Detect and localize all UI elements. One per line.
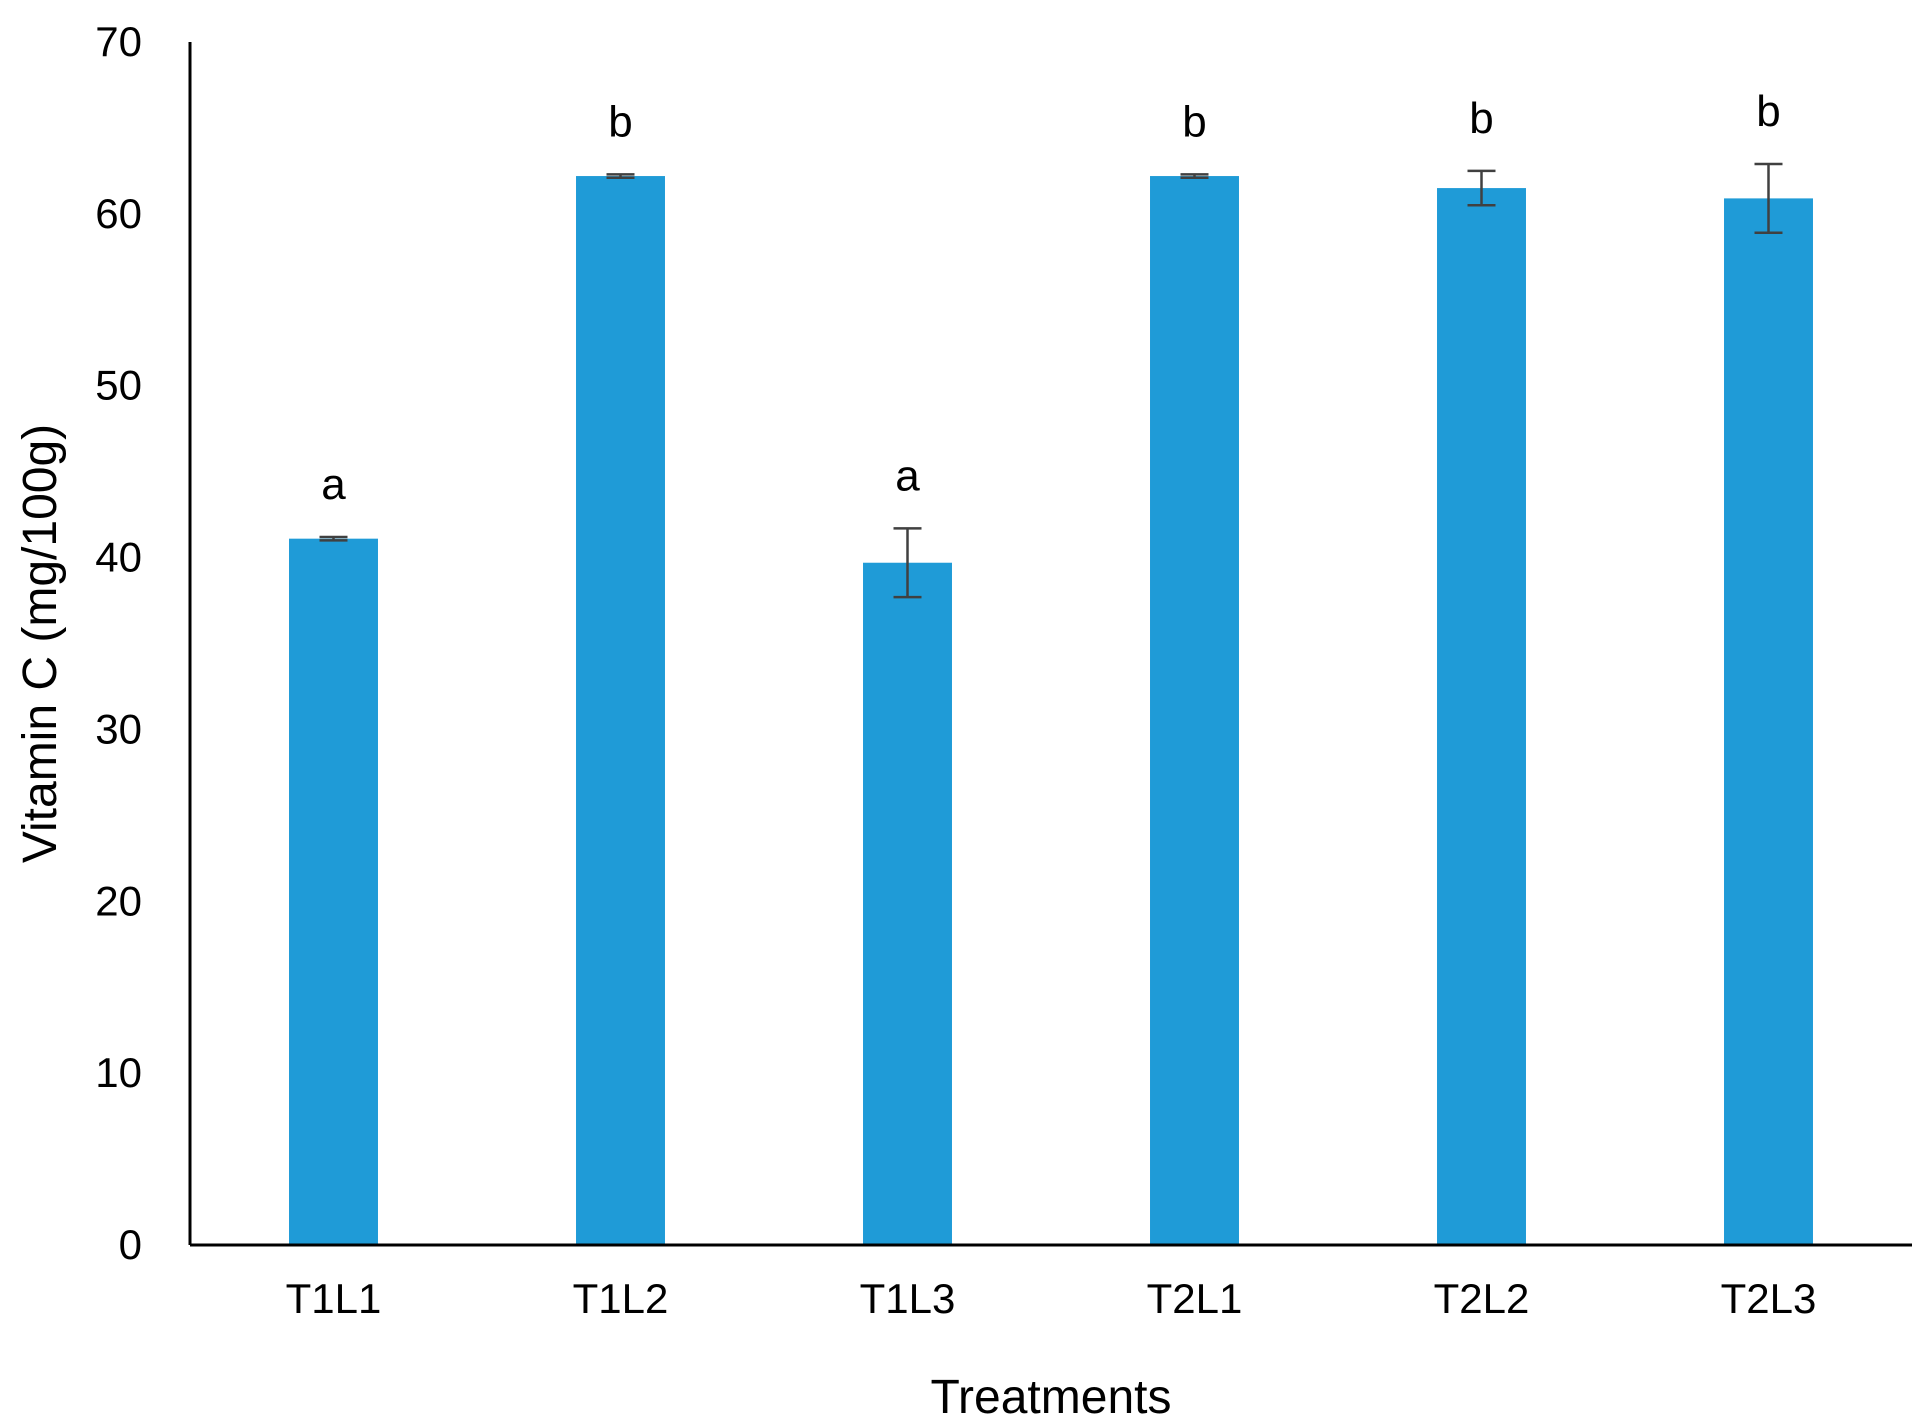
bar-t2l2 [1437, 188, 1526, 1245]
x-tick-label-t1l2: T1L2 [573, 1275, 669, 1322]
bar-t2l1 [1150, 176, 1239, 1245]
y-tick-label-10: 10 [95, 1049, 142, 1096]
significance-label-t2l3: b [1756, 87, 1780, 136]
y-tick-label-30: 30 [95, 705, 142, 752]
significance-label-t1l3: a [895, 451, 920, 500]
y-tick-label-0: 0 [119, 1221, 142, 1268]
bar-t1l1 [289, 538, 378, 1245]
y-axis-title: Vitamin C (mg/100g) [14, 424, 67, 863]
y-tick-label-60: 60 [95, 190, 142, 237]
x-tick-label-t2l3: T2L3 [1721, 1275, 1817, 1322]
significance-labels-group: a b a b b b [321, 87, 1780, 509]
x-tick-label-t1l1: T1L1 [286, 1275, 382, 1322]
bars-group [289, 176, 1813, 1245]
error-bars-group [319, 162, 1783, 599]
significance-label-t1l1: a [321, 460, 346, 509]
axes-group [188, 42, 1912, 1247]
y-tick-labels-group: 0 10 20 30 40 50 60 70 [95, 18, 142, 1268]
bar-t1l3 [863, 562, 952, 1245]
bar-t2l3 [1724, 198, 1813, 1245]
significance-label-t2l2: b [1469, 94, 1493, 143]
bar-t1l2 [576, 176, 665, 1245]
y-tick-label-40: 40 [95, 534, 142, 581]
y-tick-label-50: 50 [95, 362, 142, 409]
significance-label-t1l2: b [608, 97, 632, 146]
x-tick-label-t2l2: T2L2 [1434, 1275, 1530, 1322]
significance-label-t2l1: b [1182, 97, 1206, 146]
y-tick-label-20: 20 [95, 877, 142, 924]
y-tick-label-70: 70 [95, 18, 142, 65]
x-tick-label-t1l3: T1L3 [860, 1275, 956, 1322]
x-tick-label-t2l1: T2L1 [1147, 1275, 1243, 1322]
x-tick-labels-group: T1L1 T1L2 T1L3 T2L1 T2L2 T2L3 [286, 1275, 1817, 1322]
x-axis-title: Treatments [931, 1371, 1172, 1422]
y-axis-title-group: Vitamin C (mg/100g) [14, 424, 67, 863]
